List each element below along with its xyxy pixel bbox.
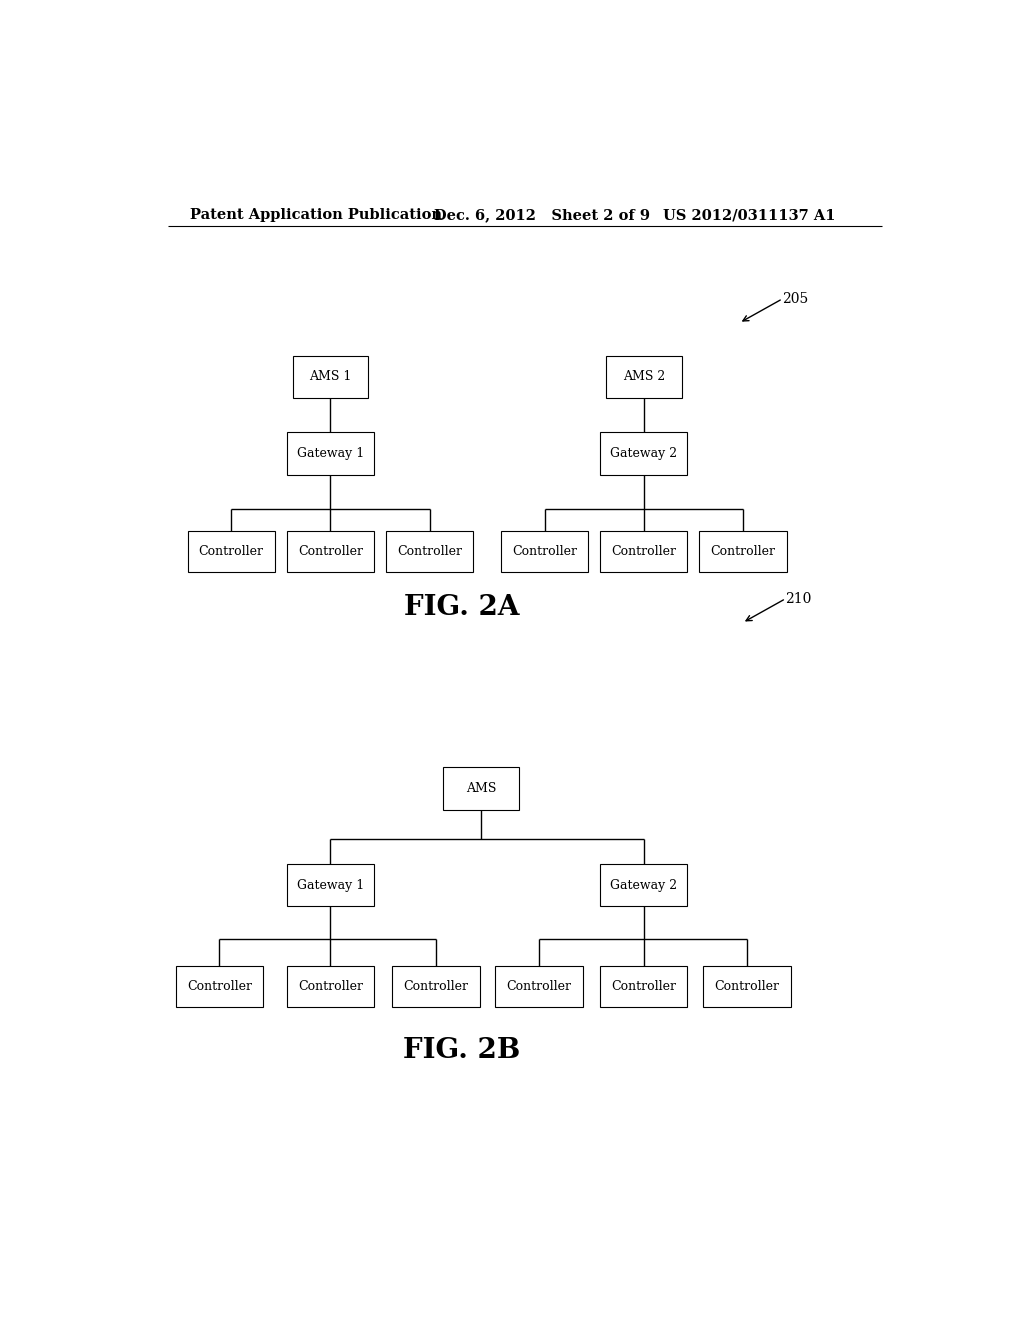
Bar xyxy=(501,532,588,572)
Text: US 2012/0311137 A1: US 2012/0311137 A1 xyxy=(663,209,836,222)
Bar xyxy=(600,432,687,474)
Text: Controller: Controller xyxy=(298,981,362,993)
Bar xyxy=(392,966,479,1007)
Text: FIG. 2A: FIG. 2A xyxy=(403,594,519,622)
Bar xyxy=(600,532,687,572)
Text: Gateway 1: Gateway 1 xyxy=(297,879,364,891)
Text: Controller: Controller xyxy=(298,545,362,558)
Bar xyxy=(600,863,687,907)
Text: Dec. 6, 2012   Sheet 2 of 9: Dec. 6, 2012 Sheet 2 of 9 xyxy=(433,209,649,222)
Text: Controller: Controller xyxy=(711,545,775,558)
Text: Gateway 2: Gateway 2 xyxy=(610,446,678,459)
Bar xyxy=(600,966,687,1007)
Bar xyxy=(187,532,274,572)
Text: Patent Application Publication: Patent Application Publication xyxy=(189,209,442,222)
Text: Controller: Controller xyxy=(611,981,676,993)
Text: Controller: Controller xyxy=(611,545,676,558)
Text: Gateway 2: Gateway 2 xyxy=(610,879,678,891)
Text: Controller: Controller xyxy=(186,981,252,993)
Text: Controller: Controller xyxy=(397,545,462,558)
Text: Controller: Controller xyxy=(507,981,571,993)
Bar xyxy=(287,432,374,474)
Bar xyxy=(443,767,519,810)
Bar xyxy=(496,966,583,1007)
Text: Controller: Controller xyxy=(403,981,468,993)
Bar xyxy=(293,355,368,399)
Bar xyxy=(287,863,374,907)
Text: Controller: Controller xyxy=(199,545,263,558)
Bar xyxy=(287,966,374,1007)
Text: Controller: Controller xyxy=(512,545,578,558)
Bar xyxy=(287,532,374,572)
Text: 205: 205 xyxy=(782,292,808,306)
Text: AMS: AMS xyxy=(466,781,497,795)
Text: 210: 210 xyxy=(785,591,811,606)
Bar xyxy=(386,532,473,572)
Bar xyxy=(703,966,791,1007)
Text: Gateway 1: Gateway 1 xyxy=(297,446,364,459)
Bar xyxy=(176,966,263,1007)
Text: AMS 1: AMS 1 xyxy=(309,371,351,383)
Bar xyxy=(606,355,682,399)
Bar xyxy=(699,532,786,572)
Text: Controller: Controller xyxy=(715,981,779,993)
Text: AMS 2: AMS 2 xyxy=(623,371,665,383)
Text: FIG. 2B: FIG. 2B xyxy=(402,1038,520,1064)
